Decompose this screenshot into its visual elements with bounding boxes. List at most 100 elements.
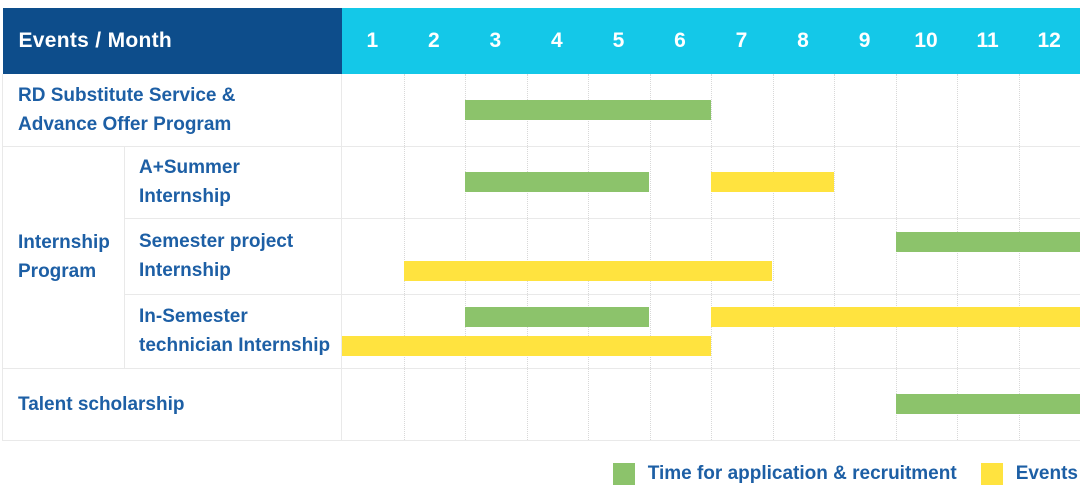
month-gridline: [465, 218, 466, 294]
month-gridline: [649, 218, 651, 294]
bar-events: [403, 260, 773, 281]
month-gridline: [1018, 74, 1020, 146]
month-gridline: [1018, 218, 1020, 294]
month-gridline: [895, 74, 897, 146]
month-header-12: 12: [1018, 8, 1080, 74]
month-gridline: [1018, 146, 1020, 218]
gantt-row-3: Semester project Internship: [3, 218, 1080, 295]
bar-application: [895, 394, 1080, 414]
month-gridline: [895, 218, 897, 294]
month-header-2: 2: [403, 8, 465, 74]
gantt-row-5: Talent scholarship: [1, 368, 1080, 441]
bar-events: [711, 306, 1080, 327]
month-gridline: [649, 368, 651, 440]
month-gridline: [772, 74, 774, 146]
bar-lanes: [342, 219, 1080, 294]
events-month-table: Events / Month 1 2 3 4 5 6 7 8 9 10 11 12 RD Substi…: [1, 8, 1080, 441]
bar-lanes: [342, 147, 1080, 218]
row-chart-area: [341, 368, 1080, 441]
month-header-4: 4: [526, 8, 588, 74]
month-gridline: [957, 146, 958, 218]
bar-application: [465, 306, 650, 327]
month-gridline: [1018, 294, 1020, 368]
gantt-row-2: Internship Program A+Summer Internship: [2, 146, 1080, 369]
month-gridline: [526, 368, 528, 440]
month-gridline: [711, 368, 712, 440]
month-gridline: [957, 74, 958, 146]
month-gridline: [834, 74, 835, 146]
month-gridline: [649, 294, 651, 368]
bar-lane: [342, 99, 1080, 120]
bar-lane: [342, 231, 1080, 252]
month-gridline: [895, 146, 897, 218]
legend-swatch-application: [612, 463, 635, 485]
month-gridline: [957, 218, 958, 294]
month-gridline: [711, 74, 712, 146]
month-header-10: 10: [895, 8, 957, 74]
month-header-8: 8: [772, 8, 834, 74]
month-gridline: [649, 146, 651, 218]
bar-lanes: [342, 369, 1080, 440]
gantt-row-4: In-Semester technician Internship: [3, 294, 1080, 369]
row-chart-area: [341, 146, 1080, 219]
row-label: RD Substitute Service & Advance Offer Pr…: [1, 74, 343, 147]
month-gridline: [957, 294, 958, 368]
month-gridline: [465, 294, 466, 368]
month-gridline: [772, 218, 774, 294]
bar-lanes: [342, 74, 1080, 146]
month-gridline: [465, 368, 466, 440]
month-gridline: [711, 218, 712, 294]
row-chart-area: [341, 218, 1080, 295]
bar-application: [465, 172, 650, 192]
month-header-3: 3: [464, 8, 527, 74]
month-header-1: 1: [341, 8, 404, 74]
gantt-body: RD Substitute Service & Advance Offer Pr…: [1, 74, 1080, 441]
row-label: A+Summer Internship: [124, 146, 343, 219]
bar-lane: [342, 394, 1080, 414]
bar-events: [342, 335, 711, 356]
month-gridline: [834, 218, 835, 294]
legend-label-events: Events: [1015, 463, 1078, 484]
bar-lane: [342, 306, 1080, 327]
month-gridline: [895, 294, 897, 368]
bar-lane: [342, 260, 1080, 281]
month-gridline: [772, 368, 774, 440]
group-label: Internship Program: [2, 146, 125, 369]
month-header-7: 7: [710, 8, 773, 74]
legend: Time for application & recruitment Event…: [612, 461, 1078, 487]
month-gridline: [526, 294, 528, 368]
row-label: Semester project Internship: [124, 218, 343, 295]
month-gridline: [403, 368, 405, 440]
month-gridline: [403, 146, 405, 218]
month-gridline: [403, 218, 405, 294]
month-gridline: [772, 294, 774, 368]
legend-swatch-events: [980, 463, 1003, 485]
bar-events: [711, 172, 834, 192]
month-header-6: 6: [649, 8, 711, 74]
header-row: Events / Month 1 2 3 4 5 6 7 8 9 10 11 12: [2, 8, 1080, 74]
month-gridline: [834, 146, 835, 218]
table-corner-title: Events / Month: [2, 8, 342, 74]
legend-label-application: Time for application & recruitment: [647, 463, 957, 484]
month-gridline: [588, 218, 589, 294]
month-gridline: [588, 368, 589, 440]
bar-lanes: [342, 295, 1080, 368]
month-header-5: 5: [587, 8, 650, 74]
bar-application: [895, 231, 1080, 252]
bar-lane: [342, 335, 1080, 356]
month-header-11: 11: [956, 8, 1019, 74]
month-header-9: 9: [833, 8, 896, 74]
month-gridline: [526, 218, 528, 294]
row-label: In-Semester technician Internship: [124, 294, 343, 369]
month-gridline: [403, 294, 405, 368]
month-gridline: [711, 294, 712, 368]
row-label: Talent scholarship: [1, 368, 343, 441]
month-gridline: [834, 294, 835, 368]
row-chart-area: [341, 74, 1080, 147]
month-gridline: [834, 368, 835, 440]
month-gridline: [588, 294, 589, 368]
bar-lane: [342, 172, 1080, 192]
row-chart-area: [341, 294, 1080, 369]
bar-application: [465, 99, 711, 120]
